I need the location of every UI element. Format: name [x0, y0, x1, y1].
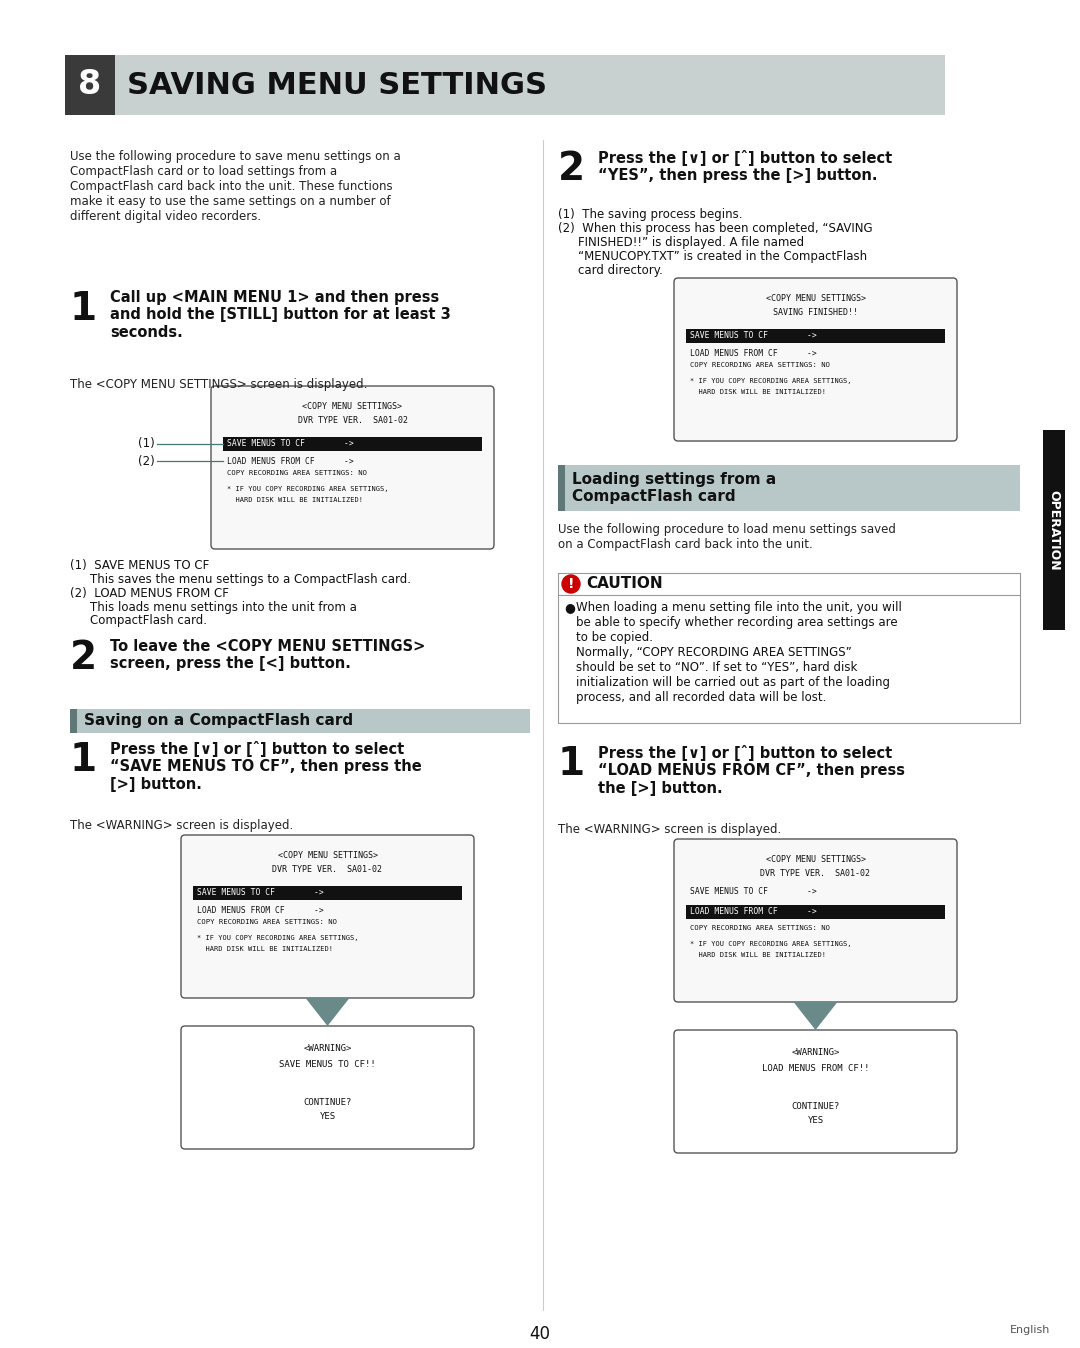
Text: COPY RECORDING AREA SETTINGS: NO: COPY RECORDING AREA SETTINGS: NO: [197, 919, 337, 925]
Bar: [65, 55, 945, 115]
Text: <COPY MENU SETTINGS>: <COPY MENU SETTINGS>: [766, 294, 865, 303]
Text: (1)  SAVE MENUS TO CF: (1) SAVE MENUS TO CF: [70, 559, 210, 572]
Text: 2: 2: [70, 639, 97, 677]
Text: * IF YOU COPY RECORDING AREA SETTINGS,: * IF YOU COPY RECORDING AREA SETTINGS,: [197, 936, 359, 941]
Text: SAVE MENUS TO CF!!: SAVE MENUS TO CF!!: [279, 1060, 376, 1069]
Text: CONTINUE?: CONTINUE?: [303, 1099, 352, 1107]
Text: YES: YES: [320, 1112, 336, 1122]
Text: When loading a menu setting file into the unit, you will
be able to specify whet: When loading a menu setting file into th…: [576, 601, 902, 704]
Text: (1): (1): [138, 438, 156, 450]
Text: HARD DISK WILL BE INITIALIZED!: HARD DISK WILL BE INITIALIZED!: [690, 390, 826, 395]
Text: Call up <MAIN MENU 1> and then press
and hold the [STILL] button for at least 3
: Call up <MAIN MENU 1> and then press and…: [110, 290, 450, 340]
Bar: [70, 709, 77, 733]
Bar: [65, 55, 114, 115]
Text: DVR TYPE VER.  SA01-02: DVR TYPE VER. SA01-02: [297, 417, 407, 425]
Polygon shape: [794, 1002, 837, 1030]
Text: Saving on a CompactFlash card: Saving on a CompactFlash card: [84, 713, 353, 728]
Text: This loads menu settings into the unit from a: This loads menu settings into the unit f…: [90, 601, 356, 613]
Text: 8: 8: [79, 69, 102, 101]
FancyBboxPatch shape: [674, 278, 957, 441]
Text: This saves the menu settings to a CompactFlash card.: This saves the menu settings to a Compac…: [90, 573, 411, 586]
Text: COPY RECORDING AREA SETTINGS: NO: COPY RECORDING AREA SETTINGS: NO: [690, 363, 831, 368]
Text: SAVE MENUS TO CF        ->: SAVE MENUS TO CF ->: [197, 888, 324, 896]
Text: HARD DISK WILL BE INITIALIZED!: HARD DISK WILL BE INITIALIZED!: [690, 952, 826, 958]
FancyBboxPatch shape: [211, 386, 494, 549]
Text: (1)  The saving process begins.: (1) The saving process begins.: [558, 208, 743, 221]
Bar: [193, 886, 462, 900]
Text: “MENUCOPY.TXT” is created in the CompactFlash: “MENUCOPY.TXT” is created in the Compact…: [578, 249, 867, 263]
Text: SAVE MENUS TO CF        ->: SAVE MENUS TO CF ->: [227, 439, 354, 448]
Text: Use the following procedure to save menu settings on a
CompactFlash card or to l: Use the following procedure to save menu…: [70, 150, 401, 222]
FancyBboxPatch shape: [674, 1030, 957, 1153]
Circle shape: [562, 576, 580, 593]
Text: The <WARNING> screen is displayed.: The <WARNING> screen is displayed.: [558, 824, 781, 836]
Bar: [686, 329, 945, 342]
Text: FINISHED!!” is displayed. A file named: FINISHED!!” is displayed. A file named: [578, 236, 805, 249]
Text: <WARNING>: <WARNING>: [792, 1047, 839, 1057]
FancyBboxPatch shape: [181, 834, 474, 998]
Text: Press the [∨] or [ˆ] button to select
“SAVE MENUS TO CF”, then press the
[>] but: Press the [∨] or [ˆ] button to select “S…: [110, 741, 422, 791]
Text: COPY RECORDING AREA SETTINGS: NO: COPY RECORDING AREA SETTINGS: NO: [690, 925, 831, 931]
Text: LOAD MENUS FROM CF      ->: LOAD MENUS FROM CF ->: [227, 457, 354, 466]
Text: CompactFlash card.: CompactFlash card.: [90, 613, 207, 627]
Text: 1: 1: [70, 290, 97, 328]
Bar: [222, 437, 482, 452]
Text: To leave the <COPY MENU SETTINGS>
screen, press the [<] button.: To leave the <COPY MENU SETTINGS> screen…: [110, 639, 426, 671]
Bar: [1043, 430, 1065, 630]
Text: * IF YOU COPY RECORDING AREA SETTINGS,: * IF YOU COPY RECORDING AREA SETTINGS,: [690, 941, 851, 948]
Text: DVR TYPE VER.  SA01-02: DVR TYPE VER. SA01-02: [272, 865, 382, 874]
Text: SAVE MENUS TO CF        ->: SAVE MENUS TO CF ->: [690, 887, 816, 896]
Text: HARD DISK WILL BE INITIALIZED!: HARD DISK WILL BE INITIALIZED!: [227, 497, 363, 503]
Text: Press the [∨] or [ˆ] button to select
“YES”, then press the [>] button.: Press the [∨] or [ˆ] button to select “Y…: [598, 150, 892, 183]
FancyBboxPatch shape: [674, 838, 957, 1002]
Bar: [558, 465, 565, 511]
Text: YES: YES: [808, 1116, 824, 1126]
Text: <COPY MENU SETTINGS>: <COPY MENU SETTINGS>: [278, 851, 378, 860]
Bar: [558, 465, 1020, 511]
Text: <COPY MENU SETTINGS>: <COPY MENU SETTINGS>: [302, 402, 403, 411]
Text: <COPY MENU SETTINGS>: <COPY MENU SETTINGS>: [766, 855, 865, 864]
Text: card directory.: card directory.: [578, 264, 663, 276]
Text: ●: ●: [564, 601, 575, 613]
Text: (2)  When this process has been completed, “SAVING: (2) When this process has been completed…: [558, 222, 873, 235]
Text: SAVE MENUS TO CF        ->: SAVE MENUS TO CF ->: [690, 332, 816, 340]
Text: LOAD MENUS FROM CF      ->: LOAD MENUS FROM CF ->: [197, 906, 324, 915]
Text: HARD DISK WILL BE INITIALIZED!: HARD DISK WILL BE INITIALIZED!: [197, 946, 333, 952]
FancyBboxPatch shape: [181, 1026, 474, 1148]
Bar: [686, 905, 945, 919]
Text: OPERATION: OPERATION: [1048, 489, 1061, 570]
Text: <WARNING>: <WARNING>: [303, 1043, 352, 1053]
Text: The <COPY MENU SETTINGS> screen is displayed.: The <COPY MENU SETTINGS> screen is displ…: [70, 377, 367, 391]
Text: 1: 1: [70, 741, 97, 779]
Text: SAVING MENU SETTINGS: SAVING MENU SETTINGS: [127, 70, 546, 100]
Text: COPY RECORDING AREA SETTINGS: NO: COPY RECORDING AREA SETTINGS: NO: [227, 470, 367, 476]
Text: (2): (2): [138, 454, 156, 468]
Text: LOAD MENUS FROM CF!!: LOAD MENUS FROM CF!!: [761, 1064, 869, 1073]
Text: 40: 40: [529, 1325, 551, 1343]
Text: LOAD MENUS FROM CF      ->: LOAD MENUS FROM CF ->: [690, 907, 816, 917]
Text: !: !: [568, 577, 575, 590]
Text: * IF YOU COPY RECORDING AREA SETTINGS,: * IF YOU COPY RECORDING AREA SETTINGS,: [690, 377, 851, 384]
Text: 1: 1: [558, 745, 585, 783]
Polygon shape: [306, 998, 350, 1026]
Text: CONTINUE?: CONTINUE?: [792, 1103, 839, 1111]
Text: (2)  LOAD MENUS FROM CF: (2) LOAD MENUS FROM CF: [70, 586, 229, 600]
Text: Loading settings from a
CompactFlash card: Loading settings from a CompactFlash car…: [572, 472, 777, 504]
Text: SAVING FINISHED!!: SAVING FINISHED!!: [773, 307, 858, 317]
Text: Press the [∨] or [ˆ] button to select
“LOAD MENUS FROM CF”, then press
the [>] b: Press the [∨] or [ˆ] button to select “L…: [598, 745, 905, 795]
Text: CAUTION: CAUTION: [586, 576, 663, 590]
Text: * IF YOU COPY RECORDING AREA SETTINGS,: * IF YOU COPY RECORDING AREA SETTINGS,: [227, 487, 389, 492]
Text: LOAD MENUS FROM CF      ->: LOAD MENUS FROM CF ->: [690, 349, 816, 359]
Text: Use the following procedure to load menu settings saved
on a CompactFlash card b: Use the following procedure to load menu…: [558, 523, 896, 551]
Text: The <WARNING> screen is displayed.: The <WARNING> screen is displayed.: [70, 820, 294, 832]
Bar: [70, 709, 530, 733]
Text: DVR TYPE VER.  SA01-02: DVR TYPE VER. SA01-02: [760, 869, 870, 878]
Bar: [558, 573, 1020, 723]
Text: English: English: [1010, 1325, 1050, 1335]
Text: 2: 2: [558, 150, 585, 187]
